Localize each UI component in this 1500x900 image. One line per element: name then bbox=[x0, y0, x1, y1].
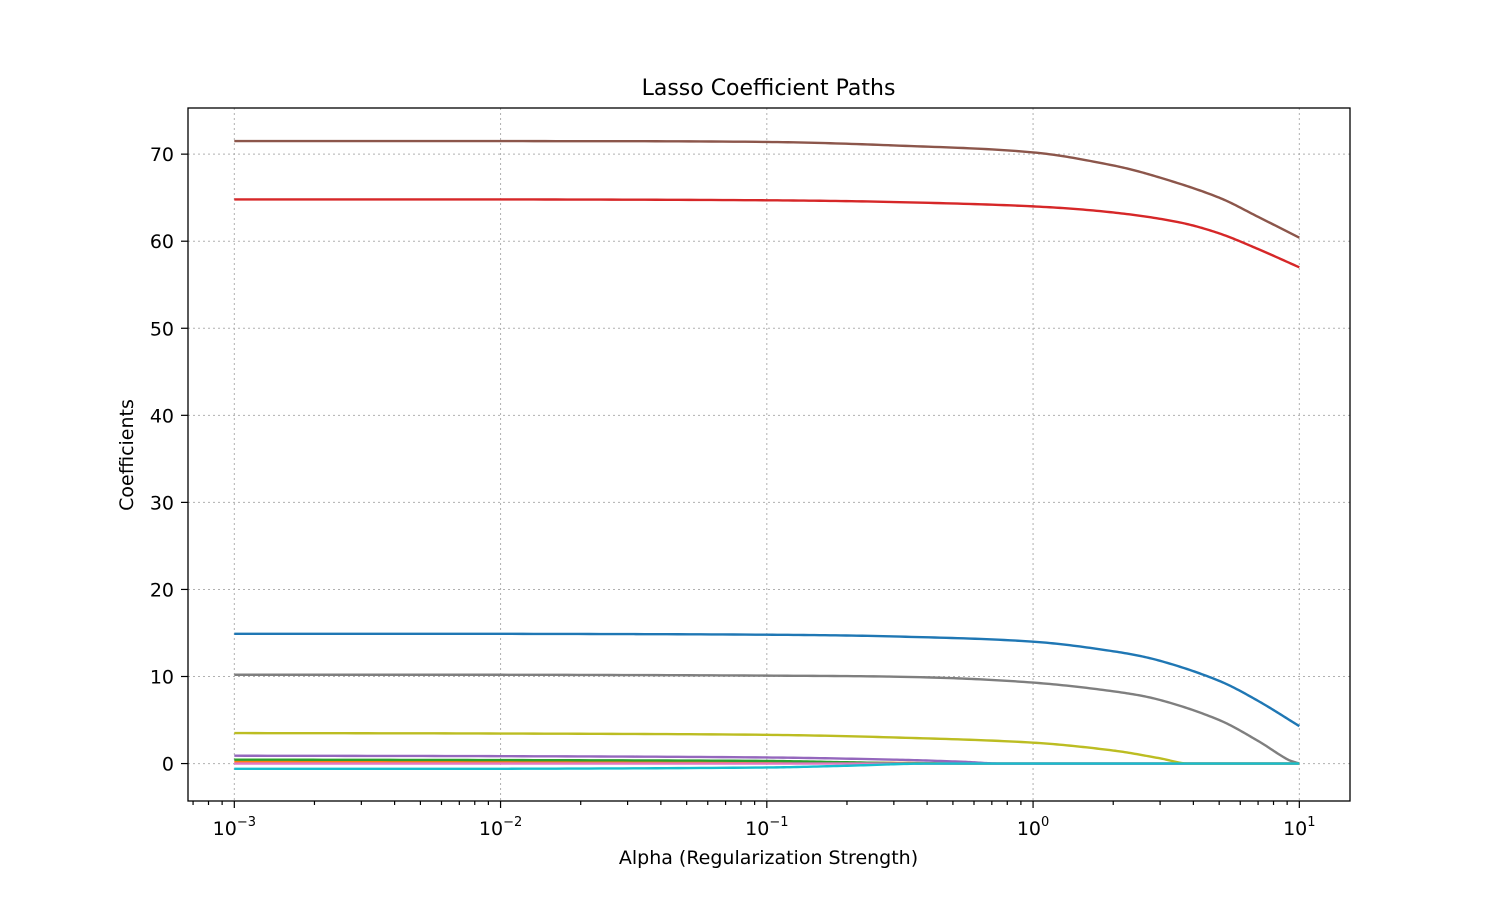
y-tick-label: 20 bbox=[150, 579, 174, 601]
x-tick-label: 10−3 bbox=[213, 815, 256, 840]
series-line-8 bbox=[234, 673, 1301, 765]
grid-lines bbox=[188, 108, 1350, 801]
x-axis-label: Alpha (Regularization Strength) bbox=[619, 847, 918, 869]
y-axis-label: Coefficients bbox=[116, 399, 138, 511]
series-line-1 bbox=[234, 632, 1300, 728]
series-line-6 bbox=[234, 139, 1300, 239]
x-tick-label: 101 bbox=[1283, 815, 1315, 840]
y-tick-label: 0 bbox=[162, 754, 174, 776]
y-tick-label: 50 bbox=[150, 318, 174, 340]
y-tick-label: 60 bbox=[150, 231, 174, 253]
plot-frame bbox=[187, 107, 1351, 802]
series-line-4 bbox=[234, 198, 1300, 269]
y-tick-label: 40 bbox=[150, 405, 174, 427]
y-tick-label: 10 bbox=[150, 667, 174, 689]
chart-title: Lasso Coefficient Paths bbox=[642, 76, 896, 101]
x-tick-label: 10−2 bbox=[479, 815, 522, 840]
series-lines bbox=[234, 139, 1301, 770]
x-tick-label: 100 bbox=[1017, 815, 1049, 840]
series-line-10 bbox=[234, 762, 1300, 770]
y-tick-label: 70 bbox=[150, 144, 174, 166]
y-tick-label: 30 bbox=[150, 492, 174, 514]
x-tick-label: 10−1 bbox=[745, 815, 788, 840]
